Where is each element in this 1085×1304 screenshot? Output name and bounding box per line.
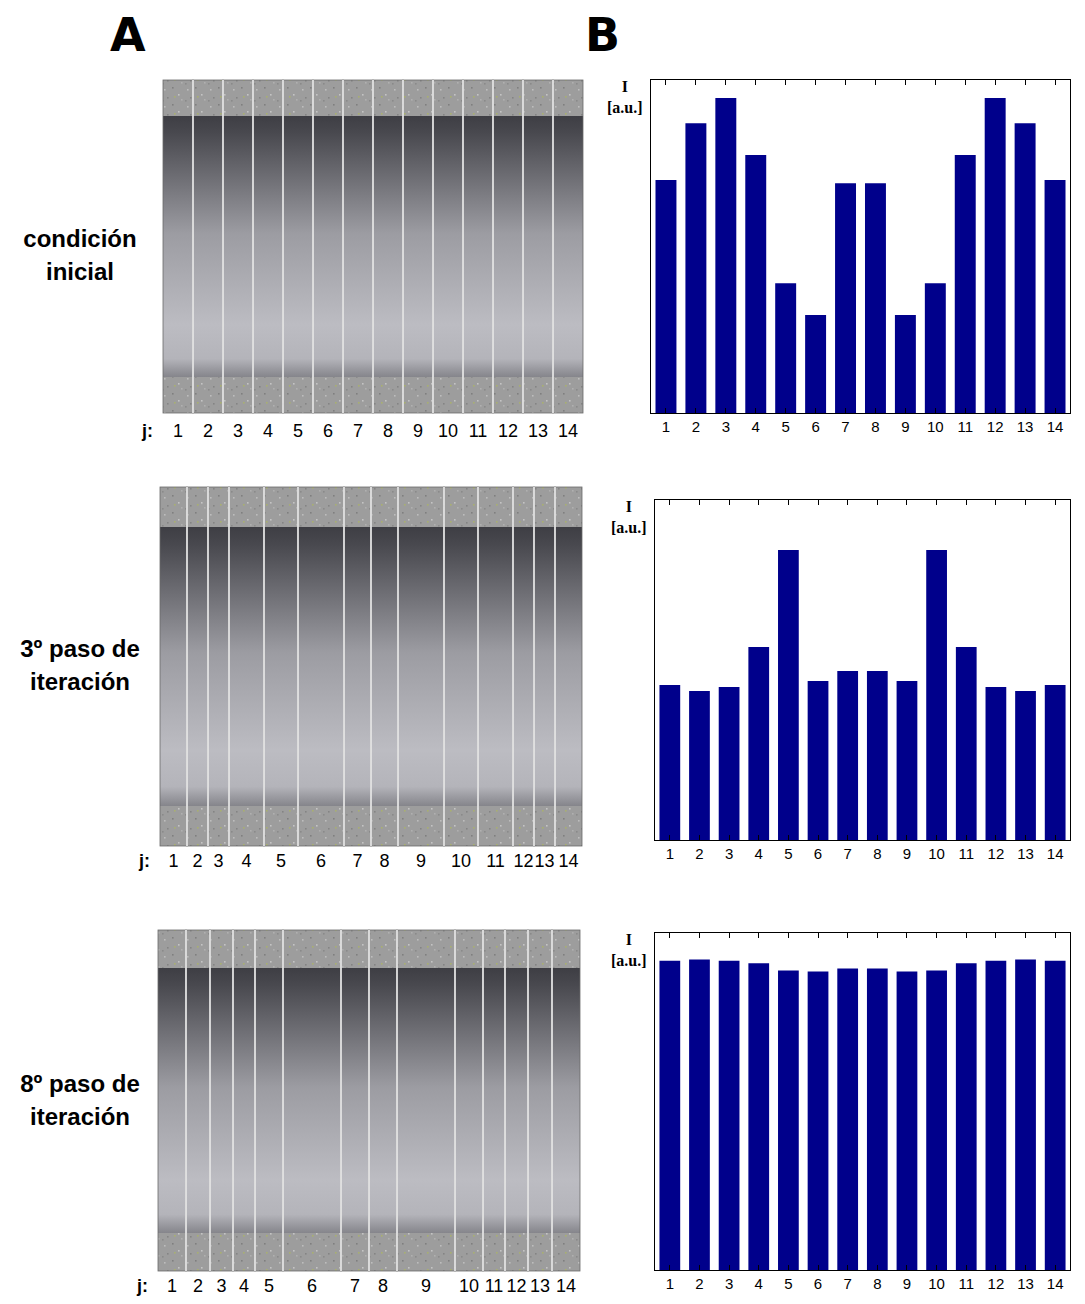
svg-text:8: 8: [873, 1275, 881, 1292]
svg-text:2: 2: [192, 851, 202, 871]
svg-text:10: 10: [927, 418, 944, 435]
svg-text:j:: j:: [136, 1276, 148, 1296]
svg-text:12: 12: [506, 1276, 526, 1296]
svg-text:12: 12: [988, 1275, 1005, 1292]
svg-text:9: 9: [903, 1275, 911, 1292]
svg-text:4: 4: [241, 851, 251, 871]
svg-text:7: 7: [350, 1276, 360, 1296]
svg-text:13: 13: [534, 851, 554, 871]
svg-text:9: 9: [903, 845, 911, 862]
svg-text:5: 5: [264, 1276, 274, 1296]
svg-text:8: 8: [383, 421, 393, 441]
svg-text:12: 12: [987, 418, 1004, 435]
svg-text:4: 4: [263, 421, 273, 441]
svg-text:7: 7: [352, 851, 362, 871]
svg-text:10: 10: [438, 421, 458, 441]
html-text:3º paso de iteración: 3º paso de iteración: [20, 635, 140, 695]
svg-text:10: 10: [928, 845, 945, 862]
svg-text:5: 5: [276, 851, 286, 871]
svg-text:12: 12: [498, 421, 518, 441]
svg-text:11: 11: [486, 851, 505, 871]
svg-text:11: 11: [469, 421, 488, 441]
svg-text:14: 14: [1047, 418, 1064, 435]
svg-text:4: 4: [755, 1275, 763, 1292]
svg-text:1: 1: [168, 851, 178, 871]
svg-text:5: 5: [782, 418, 790, 435]
svg-text:I[a.u.]: I[a.u.]: [611, 931, 647, 969]
html-text:8º paso de iteración: 8º paso de iteración: [20, 1070, 140, 1130]
svg-text:10: 10: [451, 851, 471, 871]
svg-text:9: 9: [416, 851, 426, 871]
svg-text:3: 3: [233, 421, 243, 441]
svg-text:11: 11: [958, 1275, 974, 1292]
svg-text:4: 4: [239, 1276, 249, 1296]
svg-text:8: 8: [378, 1276, 388, 1296]
html-text:A: A: [110, 8, 146, 62]
svg-text:1: 1: [167, 1276, 177, 1296]
svg-text:2: 2: [193, 1276, 203, 1296]
svg-text:2: 2: [692, 418, 700, 435]
svg-text:12: 12: [513, 851, 533, 871]
svg-text:2: 2: [695, 845, 703, 862]
svg-text:7: 7: [841, 418, 849, 435]
svg-text:8: 8: [871, 418, 879, 435]
svg-text:8: 8: [379, 851, 389, 871]
svg-text:3: 3: [725, 1275, 733, 1292]
svg-text:7: 7: [353, 421, 363, 441]
svg-text:I[a.u.]: I[a.u.]: [607, 78, 643, 116]
svg-text:14: 14: [1047, 1275, 1064, 1292]
svg-text:3: 3: [725, 845, 733, 862]
svg-text:6: 6: [814, 845, 822, 862]
html-text:condición inicial: condición inicial: [23, 225, 137, 285]
svg-text:5: 5: [293, 421, 303, 441]
html-text:B: B: [585, 8, 621, 62]
svg-text:6: 6: [323, 421, 333, 441]
svg-text:13: 13: [1017, 845, 1034, 862]
svg-text:3: 3: [213, 851, 223, 871]
svg-text:7: 7: [844, 1275, 852, 1292]
svg-text:13: 13: [530, 1276, 550, 1296]
svg-text:8: 8: [873, 845, 881, 862]
svg-text:5: 5: [784, 845, 792, 862]
svg-text:14: 14: [558, 851, 578, 871]
svg-text:13: 13: [1017, 1275, 1034, 1292]
svg-text:2: 2: [203, 421, 213, 441]
svg-text:14: 14: [558, 421, 578, 441]
svg-text:9: 9: [421, 1276, 431, 1296]
svg-text:4: 4: [755, 845, 763, 862]
svg-text:4: 4: [752, 418, 760, 435]
svg-text:11: 11: [485, 1276, 504, 1296]
svg-text:12: 12: [988, 845, 1005, 862]
svg-text:14: 14: [1047, 845, 1064, 862]
svg-text:10: 10: [928, 1275, 945, 1292]
svg-text:14: 14: [556, 1276, 576, 1296]
svg-text:6: 6: [316, 851, 326, 871]
svg-text:11: 11: [957, 418, 973, 435]
svg-text:3: 3: [216, 1276, 226, 1296]
svg-text:2: 2: [695, 1275, 703, 1292]
svg-text:6: 6: [811, 418, 819, 435]
svg-text:I[a.u.]: I[a.u.]: [611, 498, 647, 536]
svg-text:9: 9: [901, 418, 909, 435]
svg-text:5: 5: [784, 1275, 792, 1292]
svg-text:13: 13: [1017, 418, 1034, 435]
svg-text:j:: j:: [141, 421, 153, 441]
svg-text:1: 1: [666, 845, 674, 862]
svg-text:6: 6: [814, 1275, 822, 1292]
svg-text:1: 1: [173, 421, 183, 441]
svg-text:6: 6: [307, 1276, 317, 1296]
svg-text:10: 10: [459, 1276, 479, 1296]
svg-text:13: 13: [528, 421, 548, 441]
svg-text:1: 1: [662, 418, 670, 435]
svg-text:3: 3: [722, 418, 730, 435]
svg-text:9: 9: [413, 421, 423, 441]
svg-text:j:: j:: [138, 851, 150, 871]
svg-text:7: 7: [844, 845, 852, 862]
svg-text:1: 1: [666, 1275, 674, 1292]
svg-text:11: 11: [958, 845, 974, 862]
